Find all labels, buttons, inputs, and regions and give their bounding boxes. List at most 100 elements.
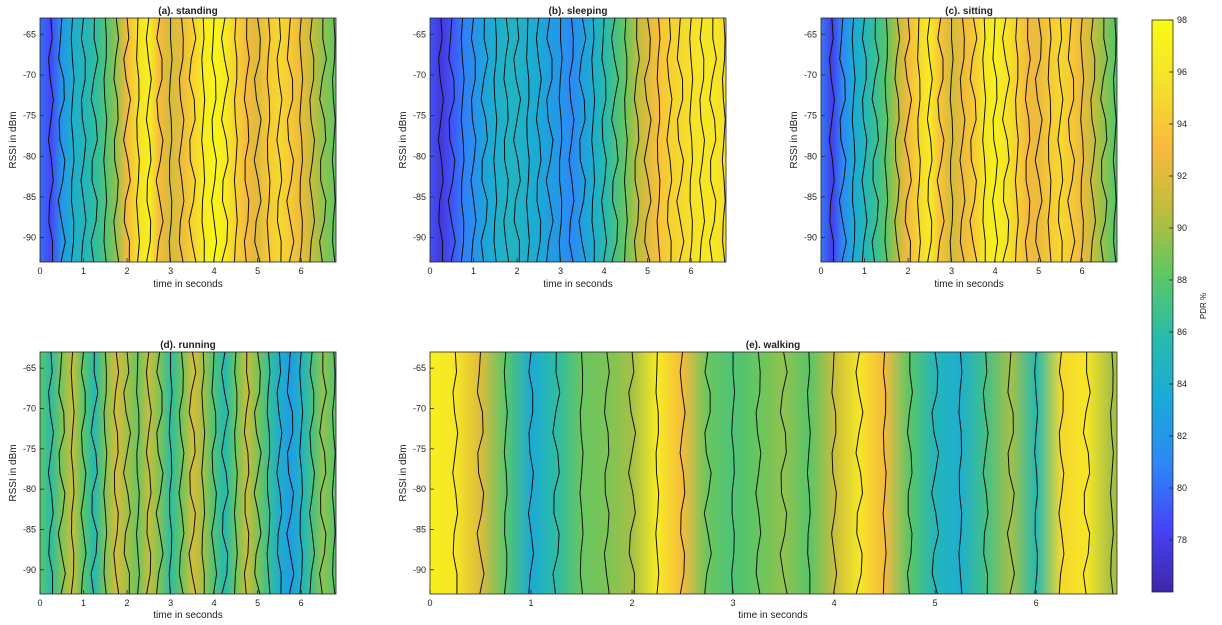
contour-line bbox=[558, 17, 563, 263]
contour-line bbox=[266, 351, 271, 595]
contour-line bbox=[806, 351, 811, 595]
contour-line bbox=[452, 351, 459, 595]
contour-line bbox=[959, 17, 966, 263]
contour-line bbox=[1109, 351, 1114, 595]
contour-line bbox=[188, 17, 197, 263]
contour-line bbox=[676, 17, 685, 263]
contour-line bbox=[755, 351, 762, 595]
contour-line bbox=[656, 17, 661, 263]
colorbar-tick-label: 94 bbox=[1177, 119, 1187, 129]
contour-line bbox=[145, 17, 152, 263]
contour-lines bbox=[452, 351, 1114, 595]
y-tick-label: -65 bbox=[23, 363, 36, 373]
contour-line bbox=[460, 17, 465, 263]
contour-line bbox=[1034, 351, 1039, 595]
x-tick-label: 5 bbox=[255, 598, 260, 608]
contour-line bbox=[286, 351, 295, 595]
contour-line bbox=[299, 17, 304, 263]
y-tick-label: -90 bbox=[413, 565, 426, 575]
x-axis-label: time in seconds bbox=[153, 279, 222, 290]
y-tick-label: -85 bbox=[23, 524, 36, 534]
contour-line bbox=[135, 351, 140, 595]
x-tick-label: 4 bbox=[212, 266, 217, 276]
contour-line bbox=[628, 351, 637, 595]
contour-line bbox=[871, 17, 880, 263]
contour-line bbox=[57, 351, 66, 595]
contour-line bbox=[1047, 17, 1052, 263]
contour-line bbox=[936, 17, 945, 263]
contour-line bbox=[513, 17, 522, 263]
contour-line bbox=[904, 17, 913, 263]
x-tick-label: 0 bbox=[818, 266, 823, 276]
contour-line bbox=[90, 351, 99, 595]
y-tick-label: -75 bbox=[23, 111, 36, 121]
y-axis-label: RSSI in dBm bbox=[398, 111, 409, 168]
contour-line bbox=[201, 351, 206, 595]
contour-line bbox=[221, 351, 230, 595]
pdr-fill bbox=[40, 352, 336, 594]
contour-lines bbox=[437, 17, 726, 263]
contour-line bbox=[70, 17, 75, 263]
x-tick-label: 4 bbox=[993, 266, 998, 276]
contour-line bbox=[851, 17, 856, 263]
contour-line bbox=[47, 351, 54, 595]
contour-line bbox=[1024, 17, 1031, 263]
y-tick-label: -85 bbox=[23, 192, 36, 202]
contour-line bbox=[233, 17, 238, 263]
pdr-fill bbox=[40, 18, 336, 262]
contour-line bbox=[969, 17, 978, 263]
x-tick-label: 5 bbox=[255, 266, 260, 276]
contour-line bbox=[1067, 17, 1076, 263]
x-tick-label: 0 bbox=[427, 598, 432, 608]
contour-line bbox=[503, 351, 508, 595]
contour-plot-area: 0 1 2 3 4 5 6 -65 -70 -75 -80 -85 -90 bbox=[413, 351, 1118, 608]
contour-line bbox=[1014, 17, 1019, 263]
y-tick-label: -85 bbox=[413, 192, 426, 202]
contour-line bbox=[80, 351, 87, 595]
x-tick-label: 5 bbox=[1036, 266, 1041, 276]
y-tick-label: -80 bbox=[23, 484, 36, 494]
contour-line bbox=[299, 351, 304, 595]
contour-line bbox=[992, 17, 999, 263]
contour-line bbox=[855, 351, 864, 595]
x-tick-label: 3 bbox=[949, 266, 954, 276]
x-tick-label: 1 bbox=[529, 598, 534, 608]
contour-line bbox=[884, 17, 889, 263]
contour-line bbox=[916, 17, 921, 263]
contour-plot-area: 0 1 2 3 4 5 6 -65 -70 -75 -80 -85 -90 bbox=[23, 351, 337, 608]
contour-line bbox=[1034, 17, 1043, 263]
contour-lines bbox=[47, 351, 336, 595]
y-tick-label: -85 bbox=[804, 192, 817, 202]
contour-line bbox=[155, 17, 164, 263]
contour-line bbox=[90, 17, 99, 263]
panel-title: (e). walking bbox=[746, 340, 800, 351]
contour-line bbox=[319, 351, 327, 595]
axes-frame bbox=[39, 351, 337, 595]
panel-sitting: (c). sitting 0 1 2 3 4 5 6 -65 -70 -75 -80 -85 -90 t… bbox=[789, 6, 1118, 290]
y-tick-label: -65 bbox=[413, 29, 426, 39]
contour-line bbox=[655, 351, 660, 595]
y-tick-label: -75 bbox=[23, 444, 36, 454]
contour-line bbox=[57, 17, 66, 263]
colorbar-tick-label: 84 bbox=[1177, 379, 1187, 389]
contour-line bbox=[103, 351, 108, 595]
contour-line bbox=[276, 351, 283, 595]
contour-line bbox=[135, 17, 140, 263]
contour-line bbox=[731, 351, 736, 595]
x-tick-label: 0 bbox=[37, 598, 42, 608]
contour-line bbox=[47, 17, 54, 263]
contour-plot-area: 0 1 2 3 4 5 6 -65 -70 -75 -80 -85 -90 bbox=[413, 17, 727, 276]
contour-line bbox=[831, 351, 838, 595]
x-tick-label: 5 bbox=[645, 266, 650, 276]
contour-line bbox=[331, 17, 336, 263]
contour-line bbox=[779, 351, 788, 595]
y-tick-label: -70 bbox=[413, 403, 426, 413]
y-tick-label: -75 bbox=[413, 444, 426, 454]
panel-title: (d). running bbox=[160, 340, 216, 351]
panel-walking: (e). walking 0 1 2 3 4 5 6 -65 -70 -75 -80 -85 -90 t… bbox=[398, 340, 1118, 621]
contour-line bbox=[309, 17, 316, 263]
colorbar-tick-label: 78 bbox=[1177, 535, 1187, 545]
axes-frame bbox=[429, 351, 1118, 595]
contour-line bbox=[331, 351, 336, 595]
